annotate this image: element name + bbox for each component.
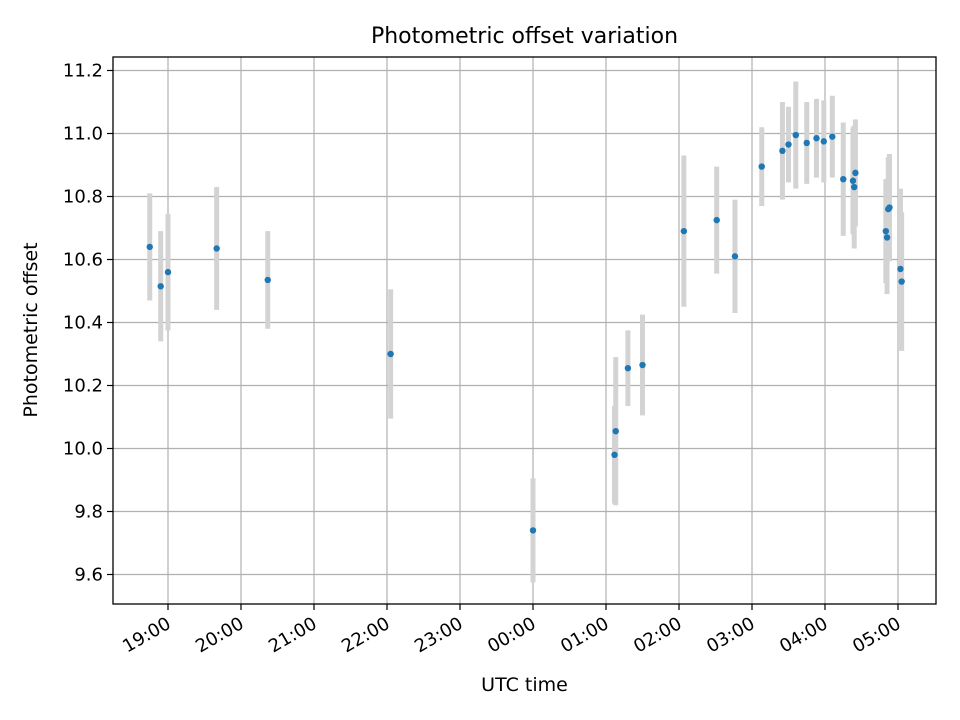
y-axis: 9.6 9.8 10.0 10.2 10.4 10.6 10.8 11.0 11.2	[63, 61, 113, 586]
y-tick-label: 9.8	[74, 502, 103, 523]
data-point	[612, 427, 619, 435]
data-point	[758, 163, 765, 170]
data-point	[146, 243, 153, 251]
plot-frame	[112, 56, 937, 605]
y-tick-label: 10.4	[63, 313, 103, 334]
data-point	[529, 527, 537, 534]
y-tick-label: 11.0	[63, 124, 103, 145]
data-point	[849, 177, 857, 184]
chart-title: Photometric offset variation	[371, 24, 678, 49]
data-point	[157, 283, 164, 290]
y-tick-label: 10.2	[63, 376, 103, 397]
data-point	[886, 204, 893, 211]
data-point	[898, 278, 905, 285]
data-point	[164, 268, 172, 276]
data-point	[820, 138, 827, 145]
y-tick-label: 10.6	[63, 250, 103, 271]
y-tick-label: 11.2	[63, 61, 103, 82]
data-point	[792, 131, 799, 139]
data-point	[785, 141, 792, 148]
data-point	[852, 169, 859, 177]
y-tick-label: 10.0	[63, 439, 103, 460]
data-point	[680, 227, 688, 235]
data-point	[264, 276, 271, 284]
x-axis-label: UTC time	[481, 674, 568, 696]
data-point	[611, 451, 618, 458]
data-point	[779, 147, 786, 155]
data-point	[851, 183, 858, 191]
y-tick-label: 10.8	[63, 187, 103, 208]
data-point	[803, 139, 810, 147]
data-point	[840, 175, 847, 183]
data-point	[387, 350, 394, 358]
data-point	[213, 245, 220, 252]
data-point	[882, 227, 890, 235]
data-point	[897, 265, 904, 273]
data-point	[624, 364, 632, 372]
data-point	[713, 216, 720, 224]
data-point	[829, 133, 836, 140]
data-point	[639, 361, 646, 369]
y-tick-label: 9.6	[74, 565, 103, 586]
y-axis-label: Photometric offset	[20, 242, 42, 417]
data-point	[731, 253, 739, 260]
data-point	[883, 234, 891, 241]
data-point	[813, 135, 820, 142]
data-points	[146, 131, 905, 534]
